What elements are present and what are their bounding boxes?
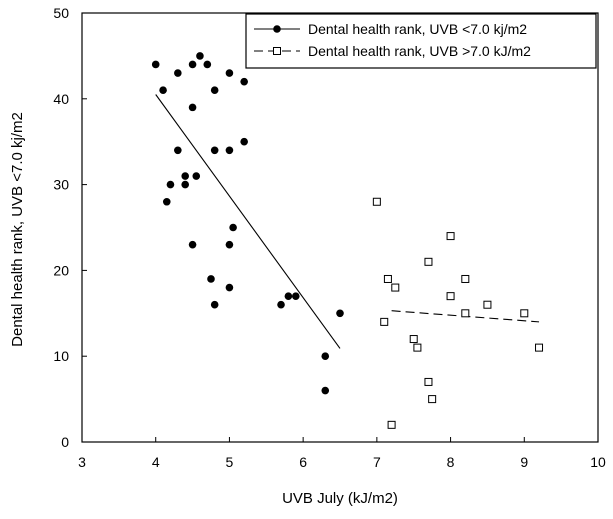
x-tick-label: 9 xyxy=(520,454,528,470)
y-tick-label: 10 xyxy=(53,348,69,364)
x-tick-label: 10 xyxy=(590,454,606,470)
data-point-square xyxy=(424,257,433,266)
data-point-circle xyxy=(203,60,212,69)
data-point-circle xyxy=(196,52,204,60)
x-tick-label: 5 xyxy=(226,454,234,470)
data-point-square xyxy=(372,197,381,206)
data-point-circle xyxy=(229,223,237,232)
y-axis-title: Dental health rank, UVB <7.0 kj/m2 xyxy=(9,112,26,347)
trend-line xyxy=(155,94,341,349)
data-point-circle xyxy=(240,77,248,86)
data-point-circle xyxy=(273,25,281,33)
y-tick-label: 40 xyxy=(53,91,69,107)
data-point-circle xyxy=(277,300,285,309)
data-point-circle xyxy=(321,352,330,361)
data-point-circle xyxy=(192,172,201,180)
legend-label-series-2: Dental health rank, UVB >7.0 kJ/m2 xyxy=(308,43,531,59)
legend-label-series-1: Dental health rank, UVB <7.0 kj/m2 xyxy=(308,21,527,37)
data-points xyxy=(151,52,544,429)
data-point-square xyxy=(461,274,470,283)
data-point-square xyxy=(273,47,281,55)
legend-key-series-2 xyxy=(254,47,300,55)
data-point-circle xyxy=(225,283,234,292)
x-tick-label: 7 xyxy=(373,454,381,470)
data-point-square xyxy=(428,395,437,404)
data-point-circle xyxy=(188,60,197,69)
data-point-circle xyxy=(210,300,219,309)
data-point-circle xyxy=(166,180,175,189)
data-point-circle xyxy=(151,60,160,69)
x-axis-title: UVB July (kJ/m2) xyxy=(282,490,398,507)
data-point-circle xyxy=(210,146,219,155)
data-point-circle xyxy=(181,180,189,189)
data-point-square xyxy=(446,292,455,301)
data-point-square xyxy=(380,317,389,326)
data-point-circle xyxy=(174,146,182,155)
plot-frame xyxy=(81,12,599,443)
x-tick-label: 3 xyxy=(78,454,86,470)
data-point-circle xyxy=(225,240,234,249)
data-point-circle xyxy=(210,86,219,95)
data-point-circle xyxy=(162,197,171,206)
x-tick-label: 4 xyxy=(152,454,160,470)
x-tick-label: 8 xyxy=(447,454,455,470)
data-point-square xyxy=(383,274,392,283)
data-point-square xyxy=(391,283,400,292)
data-point-circle xyxy=(225,69,234,77)
data-point-circle xyxy=(225,146,234,155)
data-point-circle xyxy=(188,240,197,249)
data-point-circle xyxy=(240,137,248,146)
data-point-square xyxy=(409,335,418,344)
data-point-square xyxy=(446,232,455,241)
y-tick-label: 50 xyxy=(53,5,69,21)
legend-box xyxy=(245,13,597,69)
data-point-square xyxy=(387,420,396,429)
y-tick-label: 30 xyxy=(53,177,69,193)
plot-border xyxy=(81,12,599,443)
trend-lines xyxy=(155,94,540,349)
data-point-circle xyxy=(284,292,293,300)
data-point-square xyxy=(520,309,529,318)
x-tick-label: 6 xyxy=(299,454,307,470)
data-point-circle xyxy=(174,69,182,77)
data-point-circle xyxy=(291,292,300,300)
y-tick-label: 0 xyxy=(61,434,69,450)
legend-key-series-1 xyxy=(254,25,300,33)
data-point-square xyxy=(483,300,492,309)
axis-ticks: 3 4 5 6 7 8 9 10 0 10 20 30 40 50 xyxy=(53,5,606,470)
data-point-circle xyxy=(188,103,197,112)
data-point-square xyxy=(535,343,544,352)
y-tick-label: 20 xyxy=(53,262,69,278)
data-point-square xyxy=(413,343,422,352)
data-point-square xyxy=(461,309,470,318)
data-point-square xyxy=(424,377,433,386)
data-point-circle xyxy=(321,386,330,395)
legend: Dental health rank, UVB <7.0 kj/m2 Denta… xyxy=(245,13,597,69)
data-point-circle xyxy=(181,172,189,180)
data-point-circle xyxy=(159,86,167,95)
data-point-circle xyxy=(336,309,344,318)
data-point-circle xyxy=(207,275,215,283)
